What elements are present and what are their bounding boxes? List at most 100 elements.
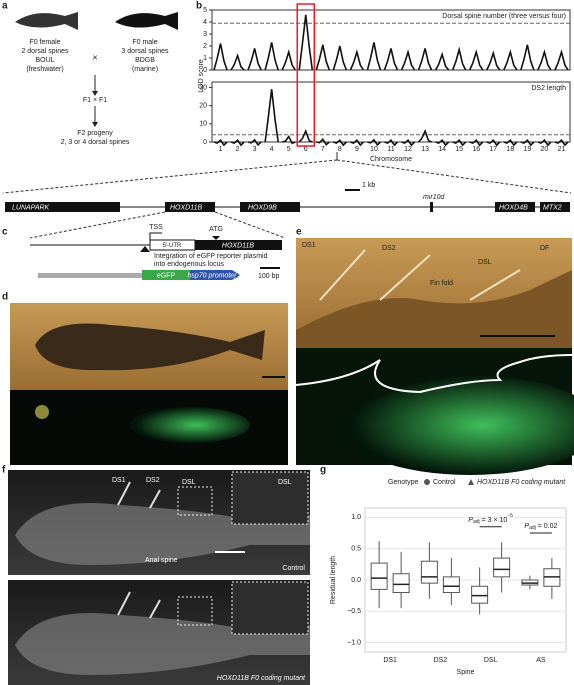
x-tick-label: AS bbox=[536, 657, 546, 664]
inset-box bbox=[177, 596, 213, 626]
lod-trace bbox=[554, 138, 569, 147]
egfp-label: eGFP bbox=[157, 272, 176, 279]
label: DSL bbox=[478, 259, 492, 266]
x-tick-label: 2 bbox=[236, 146, 240, 153]
x-tick-label: 19 bbox=[523, 146, 531, 153]
insertion-marker bbox=[140, 246, 150, 252]
p-value-part: = 0.02 bbox=[536, 523, 558, 530]
x-tick-label: 14 bbox=[438, 146, 446, 153]
lod-trace bbox=[417, 128, 432, 143]
y-tick-label: −0.5 bbox=[347, 608, 361, 615]
atg-label: ATG bbox=[209, 226, 223, 233]
photo-d bbox=[10, 303, 288, 465]
y-tick-label: 1.0 bbox=[351, 514, 361, 521]
highlight-box bbox=[296, 3, 316, 147]
promoter-label: hsp70 promoter bbox=[187, 272, 237, 279]
lod-trace bbox=[350, 138, 364, 147]
x-tick-label: 5 bbox=[287, 146, 291, 153]
gene-label: HOXD11B bbox=[222, 242, 254, 249]
lod-trace bbox=[486, 138, 501, 147]
x-tick-label: 21 bbox=[558, 146, 566, 153]
box bbox=[442, 576, 460, 594]
y-tick-label: 4 bbox=[203, 19, 207, 26]
lod-trace bbox=[281, 49, 296, 71]
inset-box bbox=[177, 486, 213, 516]
y-tick-label: 1 bbox=[203, 55, 207, 62]
y-tick-label: 5 bbox=[203, 7, 207, 14]
fin bbox=[296, 270, 572, 348]
p-value-part: = 3 × 10 bbox=[480, 517, 508, 524]
text: F0 male bbox=[132, 39, 157, 46]
p-value-part: −5 bbox=[507, 513, 513, 519]
gene-box bbox=[5, 202, 120, 212]
panel-label: d bbox=[2, 292, 8, 303]
label: DSL bbox=[278, 479, 292, 486]
y-tick-label: 3 bbox=[203, 31, 207, 38]
gene-box bbox=[540, 202, 570, 212]
plot-frame bbox=[211, 81, 571, 143]
p-value-part: P bbox=[524, 523, 529, 530]
fish-icon bbox=[115, 12, 178, 30]
label: DS2 bbox=[146, 477, 160, 484]
x-tick-label: 17 bbox=[489, 146, 497, 153]
spine bbox=[319, 249, 366, 301]
plasmid-bar bbox=[38, 273, 238, 278]
lod-trace bbox=[537, 49, 552, 71]
x-axis-label: Spine bbox=[457, 669, 475, 676]
lod-trace bbox=[367, 138, 382, 147]
label: DS1 bbox=[112, 477, 126, 484]
plot-title: Dorsal spine number (three versus four) bbox=[442, 13, 566, 20]
x-tick-label: 18 bbox=[506, 146, 514, 153]
lod-trace bbox=[468, 49, 484, 71]
p-value-part: P bbox=[468, 517, 473, 524]
x-tick-label: 7 bbox=[321, 146, 325, 153]
zoom-line bbox=[2, 159, 338, 194]
spine bbox=[379, 254, 431, 301]
panel-label: g bbox=[320, 465, 326, 476]
gene-label: HOXD4B bbox=[499, 204, 528, 211]
plot-title: DS2 length bbox=[531, 85, 566, 92]
legend-title: Genotype bbox=[388, 479, 418, 486]
y-tick-label: 30 bbox=[199, 84, 207, 91]
lod-trace bbox=[537, 138, 552, 147]
x-tick-label: DS1 bbox=[383, 657, 397, 664]
gene-box bbox=[430, 202, 433, 212]
panel-label: a bbox=[2, 1, 8, 12]
label: Anal spine bbox=[145, 557, 178, 564]
label: DS1 bbox=[302, 242, 316, 249]
y-tick-label: 0 bbox=[203, 67, 207, 74]
lod-trace bbox=[554, 49, 569, 71]
x-tick-label: 1 bbox=[219, 146, 223, 153]
text: BOUL bbox=[35, 57, 54, 64]
text: BDGB bbox=[135, 57, 155, 64]
legend-label: HOXD11B F0 coding mutant bbox=[477, 479, 566, 486]
box bbox=[420, 560, 438, 584]
text: 2, 3 or 4 dorsal spines bbox=[61, 139, 130, 146]
lod-trace bbox=[316, 138, 330, 146]
p-value: Padj = 3 × 10−5 bbox=[468, 513, 513, 525]
lod-trace bbox=[435, 138, 450, 147]
x-tick-label: 12 bbox=[404, 146, 412, 153]
label: DS2 bbox=[382, 245, 396, 252]
label: Fin fold bbox=[430, 280, 453, 287]
arrow-head bbox=[92, 122, 98, 127]
y-tick-label: 20 bbox=[199, 102, 207, 109]
legend-marker bbox=[468, 479, 474, 485]
p-value-part: adj bbox=[473, 519, 480, 525]
x-tick-label: 13 bbox=[421, 146, 429, 153]
x-tick-label: 10 bbox=[370, 146, 378, 153]
lod-trace bbox=[401, 138, 416, 147]
x-tick-label: DSL bbox=[484, 657, 498, 664]
photo-f: DS1 DS2 DSL DSL Anal spine Control HOXD1… bbox=[8, 470, 310, 685]
lod-trace bbox=[486, 50, 501, 71]
p-value: Padj = 0.02 bbox=[524, 523, 557, 531]
x-tick-label: 4 bbox=[270, 146, 274, 153]
text: F0 female bbox=[29, 39, 60, 46]
promoter-box bbox=[190, 270, 240, 280]
note: into endogenous locus bbox=[154, 261, 225, 268]
x-axis-label: Chromosome bbox=[370, 156, 412, 163]
y-tick-label: 0.5 bbox=[351, 546, 361, 553]
outline bbox=[295, 354, 573, 394]
text: F1 × F1 bbox=[83, 97, 107, 104]
